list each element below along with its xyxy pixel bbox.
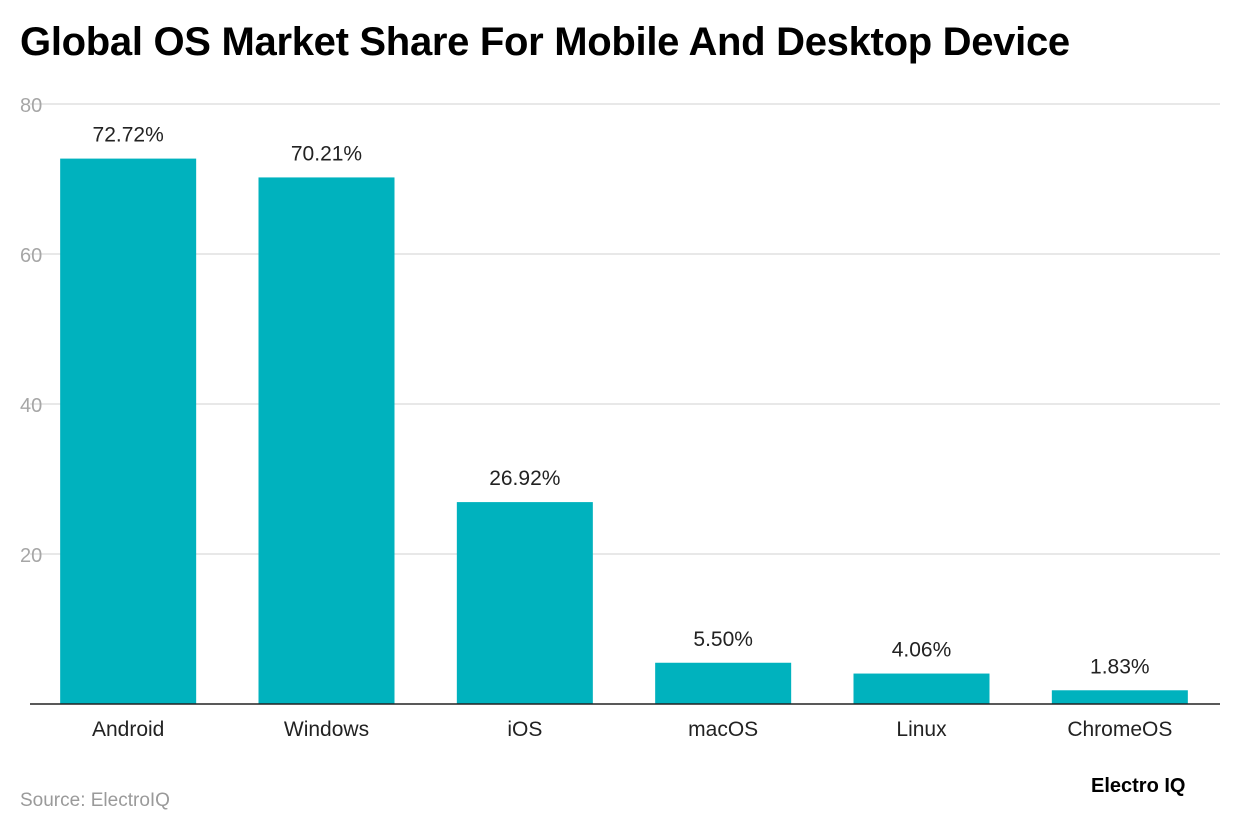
x-tick-label: ChromeOS [1067,718,1172,741]
bar-macos [655,662,792,704]
y-axis-ticks: 20 40 60 80 [20,95,42,567]
y-tick-label: 80 [20,95,42,117]
brand-logo: Electro IQ [1091,775,1186,797]
gridlines [30,103,1220,555]
data-label: 1.83% [1090,655,1150,678]
y-tick-label: 40 [20,395,42,417]
bar-android [60,158,197,705]
bar-chromeos [1051,690,1188,704]
x-tick-label: iOS [507,718,542,741]
x-tick-label: macOS [688,718,758,741]
bar-linux [853,673,990,704]
source-note: Source: ElectroIQ [20,790,170,811]
data-label: 26.92% [489,467,560,490]
bar-windows [258,177,395,705]
bar-ios [456,502,593,704]
x-tick-label: Linux [896,718,947,741]
bars [60,158,1188,705]
x-tick-label: Android [92,718,164,741]
x-axis-ticks: Android Windows iOS macOS Linux ChromeOS [92,718,1172,741]
data-labels: 72.72% 70.21% 26.92% 5.50% 4.06% 1.83% [93,124,1150,679]
chart-title: Global OS Market Share For Mobile And De… [20,20,1070,64]
data-label: 4.06% [892,639,952,662]
data-label: 5.50% [693,628,753,651]
x-tick-label: Windows [284,718,369,741]
y-tick-label: 60 [20,245,42,267]
data-label: 70.21% [291,142,362,165]
data-label: 72.72% [93,124,164,147]
y-tick-label: 20 [20,545,42,567]
